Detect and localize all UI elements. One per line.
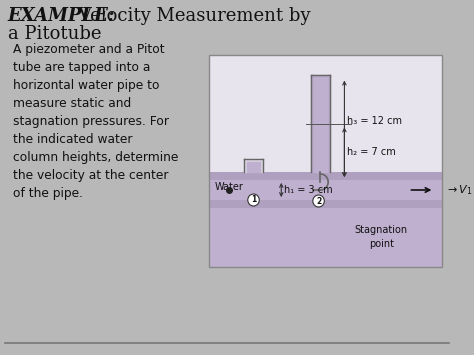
Bar (209, 172, 442, 180)
Bar (209, 55, 442, 267)
Text: Velocity Measurement by: Velocity Measurement by (73, 7, 310, 25)
Circle shape (248, 194, 259, 206)
Text: h₂ = 7 cm: h₂ = 7 cm (347, 147, 396, 157)
Text: $\rightarrow V_1$: $\rightarrow V_1$ (445, 183, 473, 197)
Bar (209, 200, 442, 208)
Text: Stagnation
point: Stagnation point (355, 225, 408, 248)
Bar (209, 180, 442, 200)
Text: Water: Water (214, 182, 243, 192)
Text: 2: 2 (316, 197, 321, 206)
Text: a Pitotube: a Pitotube (8, 25, 101, 43)
Text: h₃ = 12 cm: h₃ = 12 cm (347, 116, 402, 126)
Circle shape (313, 195, 324, 207)
Bar (209, 55, 442, 208)
Text: A piezometer and a Pitot
tube are tapped into a
horizontal water pipe to
measure: A piezometer and a Pitot tube are tapped… (13, 43, 179, 200)
Text: h₁ = 3 cm: h₁ = 3 cm (284, 185, 333, 195)
Text: EXAMPLE:: EXAMPLE: (8, 7, 115, 25)
Text: 1: 1 (251, 196, 256, 204)
Bar (209, 208, 442, 267)
